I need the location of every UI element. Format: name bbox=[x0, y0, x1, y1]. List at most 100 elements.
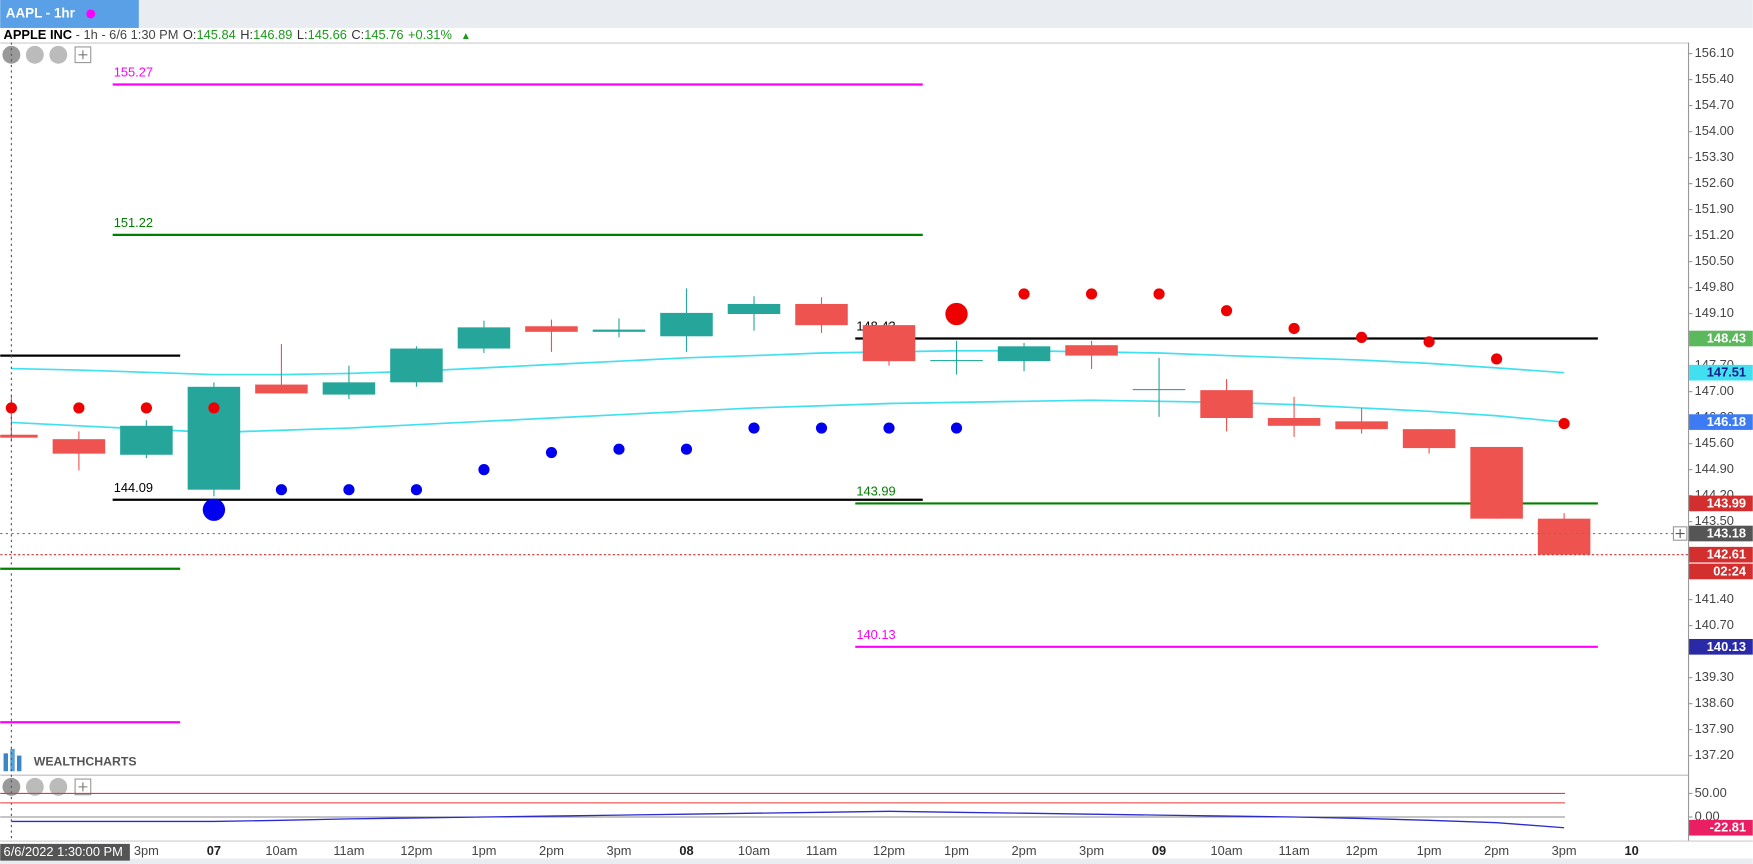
y-tick-label: 150.50 bbox=[1695, 253, 1734, 268]
candle-body bbox=[1065, 345, 1118, 356]
candle-body bbox=[322, 382, 376, 395]
sar-dot bbox=[748, 422, 760, 434]
candle-body bbox=[525, 326, 578, 332]
signal-dot bbox=[945, 302, 968, 326]
symbol: APPLE INC bbox=[4, 27, 73, 42]
y-tick-label: 144.90 bbox=[1695, 461, 1734, 476]
candle-body bbox=[997, 346, 1051, 362]
sar-dot bbox=[1558, 417, 1570, 430]
y-tick-label: 149.80 bbox=[1695, 279, 1734, 294]
signal-dot bbox=[202, 498, 226, 521]
sar-dot bbox=[1018, 288, 1030, 300]
candle-body bbox=[1402, 429, 1456, 449]
x-tick-label: 3pm bbox=[606, 843, 631, 858]
ohlc-value: 145.66 bbox=[308, 27, 347, 42]
candle-body bbox=[120, 425, 173, 455]
moving-average bbox=[11, 399, 1565, 434]
level-badge bbox=[1689, 495, 1753, 512]
candle-body bbox=[1200, 390, 1253, 418]
y-tick-label: 143.50 bbox=[1695, 513, 1734, 528]
y-tick-label: 149.10 bbox=[1695, 305, 1734, 320]
oscillator-badge-label: -22.81 bbox=[1710, 820, 1746, 835]
level-label: 140.13 bbox=[856, 627, 895, 642]
x-tick-label: 2pm bbox=[1012, 843, 1037, 858]
logo-bar bbox=[10, 748, 15, 772]
x-tick-label: 3pm bbox=[1552, 843, 1577, 858]
x-tick-label: 1pm bbox=[944, 843, 969, 858]
candle-body bbox=[660, 312, 713, 337]
bottom-strip bbox=[0, 858, 1753, 864]
x-tick-label: 12pm bbox=[873, 843, 905, 858]
sar-dot bbox=[1153, 288, 1165, 300]
level-badge bbox=[1689, 330, 1753, 347]
logo-bar bbox=[16, 755, 22, 772]
tab-label[interactable]: AAPL - 1hr bbox=[6, 6, 76, 21]
tool-button[interactable] bbox=[49, 45, 68, 64]
level-label: 151.22 bbox=[114, 215, 153, 230]
level-label: 143.99 bbox=[856, 484, 895, 499]
candle-body bbox=[727, 303, 781, 314]
ma-badge bbox=[1689, 414, 1753, 430]
level-label: 144.09 bbox=[114, 480, 153, 495]
toolbar bbox=[2, 45, 92, 64]
oscillator-line bbox=[11, 810, 1565, 829]
ohlc-value: 145.84 bbox=[196, 27, 235, 42]
candle-body bbox=[1537, 518, 1591, 555]
y-tick-label: 152.60 bbox=[1695, 175, 1734, 190]
crosshair-add-icon bbox=[1675, 529, 1685, 538]
y-tick-label: 141.40 bbox=[1695, 591, 1734, 606]
ohlc-label: L: bbox=[297, 27, 308, 42]
tool-button[interactable] bbox=[49, 777, 68, 796]
tab[interactable] bbox=[0, 0, 139, 28]
last-price-badge bbox=[1689, 546, 1753, 563]
sar-dot bbox=[478, 464, 490, 476]
tool-button[interactable] bbox=[25, 777, 44, 796]
y-tick-label: 151.20 bbox=[1695, 227, 1734, 242]
candle-body bbox=[1470, 446, 1523, 519]
y-tick-label: 139.30 bbox=[1695, 669, 1734, 684]
sar-dot bbox=[1085, 288, 1098, 300]
sar-dot bbox=[73, 402, 85, 414]
sar-dot bbox=[613, 443, 625, 455]
y-tick-label: 154.00 bbox=[1695, 123, 1734, 138]
x-tick-label: 07 bbox=[207, 843, 221, 858]
tool-button[interactable] bbox=[25, 45, 44, 64]
x-tick-label: 3pm bbox=[134, 843, 159, 858]
ohlc-label: O: bbox=[183, 27, 197, 42]
x-tick-label: 10 bbox=[1624, 843, 1638, 858]
x-tick-label: 1pm bbox=[1417, 843, 1442, 858]
candle-body bbox=[255, 384, 308, 394]
y-tick-label: 138.60 bbox=[1695, 695, 1734, 710]
level-badge bbox=[1689, 638, 1753, 655]
sar-dot bbox=[275, 484, 288, 496]
tab-dot bbox=[86, 9, 96, 19]
x-tick-label: 09 bbox=[1152, 843, 1166, 858]
sar-dot bbox=[1288, 322, 1300, 335]
level-badge-label: 148.43 bbox=[1707, 330, 1746, 345]
sar-dot bbox=[1356, 331, 1368, 343]
sar-dot bbox=[410, 484, 423, 496]
ma-badge-label: 146.18 bbox=[1707, 414, 1746, 429]
last-price-badge-label: 142.61 bbox=[1707, 547, 1746, 562]
ohlc-value: 145.76 bbox=[364, 27, 403, 42]
candle-body bbox=[1132, 389, 1186, 391]
meta: - 1h - 6/6 1:30 PM bbox=[72, 27, 178, 42]
sar-dot bbox=[208, 402, 220, 414]
x-tick-label: 10am bbox=[738, 843, 770, 858]
tab-bar bbox=[0, 0, 1753, 28]
candle-body bbox=[795, 303, 848, 326]
x-tick-label: 11am bbox=[333, 843, 364, 858]
add-icon bbox=[78, 50, 88, 60]
x-tick-label: 3pm bbox=[1079, 843, 1104, 858]
ohlc-label: C: bbox=[351, 27, 364, 42]
watermark: WEALTHCHARTS bbox=[3, 748, 137, 772]
candle-body bbox=[0, 434, 38, 438]
x-tick-label: 11am bbox=[1278, 843, 1309, 858]
ohlc-value: 146.89 bbox=[253, 27, 292, 42]
x-tick-label: 08 bbox=[679, 843, 693, 858]
level-badge-label: 140.13 bbox=[1707, 639, 1746, 654]
ohlc-label: H: bbox=[240, 27, 253, 42]
sar-dot bbox=[680, 443, 693, 455]
